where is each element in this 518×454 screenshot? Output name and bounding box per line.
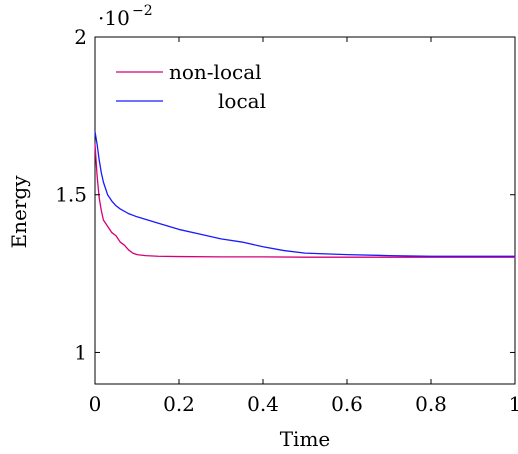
x-tick-label: 0.2 (163, 392, 195, 416)
legend-label-non-local: non-local (169, 60, 262, 84)
x-axis-title: Time (280, 427, 331, 451)
x-tick-label: 0.8 (415, 392, 447, 416)
axes-frame (94, 36, 516, 385)
ticks-layer: 0 0.2 0.4 0.6 0.8 1 1 1.5 2 (55, 25, 518, 416)
y-tick-label: 1 (74, 340, 87, 364)
legend-label-local: local (218, 89, 266, 113)
plot-area: 0 0.2 0.4 0.6 0.8 1 1 1.5 2 (55, 25, 518, 416)
x-tick-label: 0.6 (331, 392, 363, 416)
x-tick-label: 0 (89, 392, 102, 416)
series-layer (94, 130, 516, 258)
scale-note: ·10 −2 (98, 3, 153, 30)
series-line-non-local (94, 143, 516, 258)
x-tick-label: 0.4 (247, 392, 279, 416)
scale-note-base: ·10 (98, 6, 130, 30)
scale-note-exponent: −2 (132, 3, 153, 19)
legend: non-local local (116, 60, 266, 113)
y-axis-title: Energy (7, 175, 31, 249)
y-tick-label: 1.5 (55, 183, 87, 207)
y-tick-label: 2 (74, 25, 87, 49)
x-tick-label: 1 (509, 392, 518, 416)
series-line-local (94, 130, 516, 257)
